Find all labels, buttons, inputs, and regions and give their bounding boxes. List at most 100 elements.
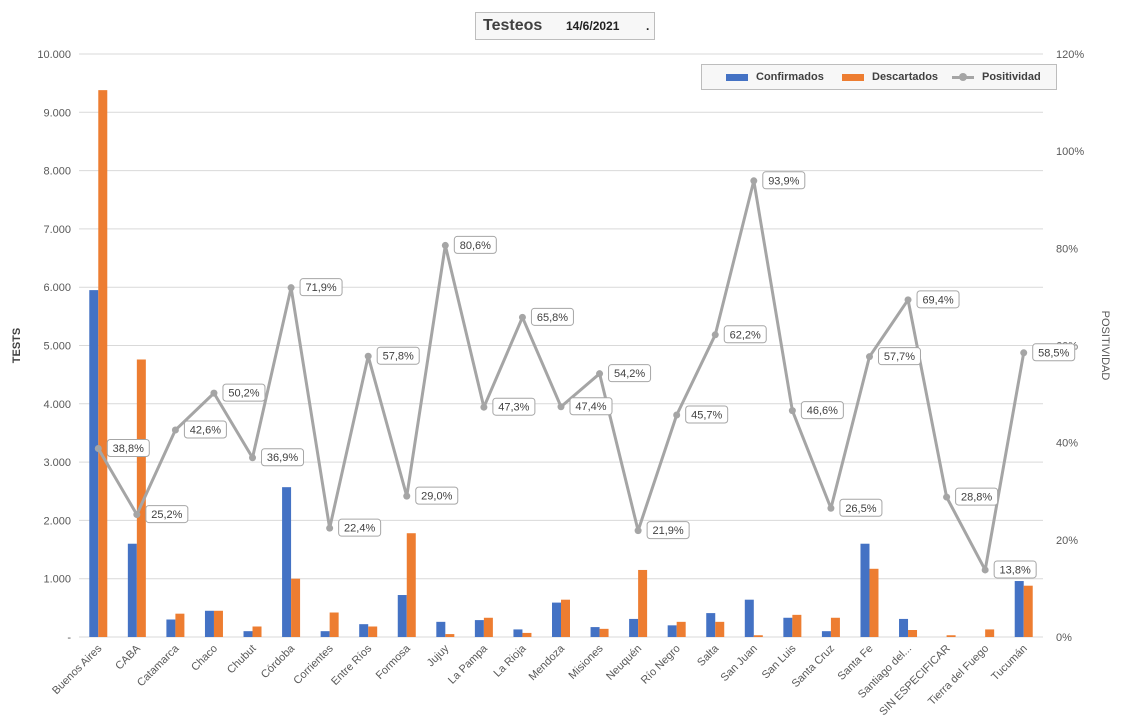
y-tick-label: 6.000: [43, 282, 71, 294]
data-label: 57,8%: [383, 351, 414, 363]
y2-tick-label: 0%: [1056, 632, 1072, 644]
data-label-box: [646, 521, 690, 540]
data-label: 45,7%: [691, 409, 722, 421]
data-label-box: [839, 498, 883, 517]
positividad-point: [94, 444, 102, 452]
chart-title: Testeos: [483, 17, 543, 34]
x-tick-label: Neuquén: [604, 643, 644, 683]
y-tick-label: 5.000: [43, 341, 71, 353]
bar-confirmados: [89, 290, 99, 637]
data-label: 80,6%: [460, 240, 491, 252]
x-tick-label: Santa Fe: [836, 643, 876, 683]
positividad-point: [827, 504, 835, 512]
bar-confirmados: [860, 543, 870, 637]
x-tick-label: San Luis: [760, 642, 799, 681]
positividad-point: [441, 241, 449, 249]
bar-confirmados: [359, 624, 369, 637]
bar-descartados: [522, 632, 532, 637]
bar-confirmados: [1014, 581, 1024, 637]
legend-swatch-positividad: [952, 73, 974, 81]
positividad-point: [210, 389, 218, 397]
bar-confirmados: [821, 631, 831, 637]
data-label-box: [415, 486, 459, 505]
bar-confirmados: [397, 595, 407, 637]
chart-date: 14/6/2021: [566, 19, 620, 33]
data-label: 62,2%: [730, 329, 761, 341]
positividad-point: [750, 177, 758, 185]
positividad-point: [711, 331, 719, 339]
bar-confirmados: [744, 599, 754, 637]
y2-tick-label: 40%: [1056, 438, 1078, 450]
data-label-box: [569, 397, 613, 416]
bar-confirmados: [629, 618, 639, 637]
positividad-point: [981, 566, 989, 574]
positividad-point: [249, 454, 257, 462]
data-label: 38,8%: [113, 443, 144, 455]
data-label: 42,6%: [190, 425, 221, 437]
bar-descartados: [445, 634, 455, 637]
legend-item-positividad: Positividad: [952, 71, 1041, 83]
data-label-box: [762, 171, 806, 190]
x-tick-label: CABA: [113, 642, 143, 672]
data-label-box: [338, 518, 382, 537]
x-tick-label: Chubut: [225, 643, 259, 677]
positividad-point: [904, 296, 912, 304]
x-tick-label: La Pampa: [446, 642, 491, 687]
positividad-point: [518, 313, 526, 321]
y2-tick-label: 100%: [1056, 146, 1084, 158]
data-label-box: [916, 290, 960, 309]
x-tick-label: Jujuy: [425, 642, 452, 669]
data-label: 46,6%: [807, 405, 838, 417]
y2-tick-label: 20%: [1056, 535, 1078, 547]
data-label-box: [145, 505, 189, 524]
bar-descartados: [908, 630, 918, 637]
positividad-point: [326, 524, 334, 532]
data-label: 47,3%: [498, 402, 529, 414]
data-label: 21,9%: [653, 525, 684, 537]
data-label: 22,4%: [344, 523, 375, 535]
data-label: 28,8%: [961, 492, 992, 504]
bar-descartados: [676, 621, 686, 637]
y-tick-label: 9.000: [43, 107, 71, 119]
positividad-point: [171, 426, 179, 434]
y-tick-label: 7.000: [43, 224, 71, 236]
bar-confirmados: [320, 631, 330, 637]
data-label: 13,8%: [1000, 564, 1031, 576]
y2-axis-title: POSITIVIDAD: [1099, 311, 1111, 381]
x-tick-label: Buenos Aires: [50, 642, 105, 697]
x-tick-label: Formosa: [374, 642, 414, 682]
chart-legend: Confirmados Descartados Positividad: [701, 64, 1057, 90]
data-label-box: [800, 401, 844, 420]
positividad-point: [943, 493, 951, 501]
positividad-point: [673, 411, 681, 419]
bar-descartados: [561, 599, 570, 637]
y-tick-label: 3.000: [43, 457, 71, 469]
data-label-box: [877, 347, 921, 366]
bar-confirmados: [590, 627, 600, 637]
bar-descartados: [792, 614, 802, 637]
chart-title-box: Testeos 14/6/2021 .: [475, 12, 655, 40]
positividad-point: [133, 511, 141, 519]
x-tick-label: Misiones: [567, 642, 607, 682]
chart-title-suffix: .: [646, 19, 650, 33]
bar-confirmados: [513, 629, 523, 637]
positividad-point: [788, 407, 796, 415]
data-label-box: [106, 438, 150, 457]
y2-tick-label: 120%: [1056, 49, 1084, 61]
bar-confirmados: [667, 625, 677, 637]
bar-confirmados: [243, 631, 253, 637]
x-tick-label: Entre Ríos: [329, 642, 375, 688]
bar-descartados: [985, 629, 995, 637]
positividad-point: [1020, 349, 1028, 357]
x-tick-label: Mendoza: [527, 642, 568, 683]
data-label: 29,0%: [421, 491, 452, 503]
y-tick-label: 2.000: [43, 515, 71, 527]
positividad-point: [634, 527, 642, 535]
legend-item-confirmados: Confirmados: [726, 71, 824, 83]
bar-descartados: [98, 90, 108, 638]
bar-confirmados: [127, 543, 137, 637]
x-tick-label: Catamarca: [135, 642, 182, 689]
data-label: 57,7%: [884, 351, 915, 363]
